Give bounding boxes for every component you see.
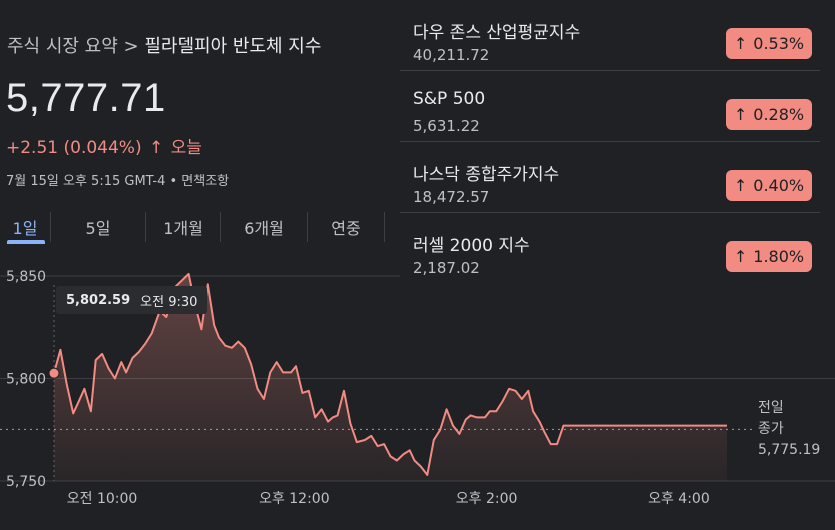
change-badge: ↑ 1.80% bbox=[726, 241, 812, 272]
change-percent: 0.28% bbox=[753, 105, 805, 124]
change-period: 오늘 bbox=[170, 138, 202, 158]
change-percent: 0.53% bbox=[753, 34, 805, 53]
x-tick-label: 오전 10:00 bbox=[67, 491, 138, 507]
index-name: S&P 500 bbox=[413, 89, 486, 109]
x-tick-label: 오후 4:00 bbox=[648, 491, 710, 507]
tab-1d[interactable]: 1일 bbox=[0, 212, 51, 242]
breadcrumb-parent-link[interactable]: 주식 시장 요약 bbox=[7, 36, 118, 57]
index-row-nasdaq[interactable]: 나스닥 종합주가지수 18,472.57 ↑ 0.40% bbox=[400, 142, 820, 213]
tab-ytd[interactable]: 연중 bbox=[308, 212, 385, 242]
arrow-up-icon: ↑ bbox=[733, 176, 748, 195]
active-tab-indicator bbox=[7, 240, 45, 244]
price-change: +2.51 (0.044%) ↑ 오늘 bbox=[6, 133, 202, 158]
tooltip-time: 오전 9:30 bbox=[140, 294, 198, 310]
quote-panel: 주식 시장 요약 > 필라델피아 반도체 지수 5,777.71 +2.51 (… bbox=[0, 0, 400, 530]
index-row-dow[interactable]: 다우 존스 산업평균지수 40,211.72 ↑ 0.53% bbox=[400, 0, 820, 71]
index-name: 다우 존스 산업평균지수 bbox=[413, 23, 581, 43]
change-percent: 1.80% bbox=[753, 247, 805, 266]
index-value: 5,631.22 bbox=[413, 117, 480, 135]
index-row-sp500[interactable]: S&P 500 5,631.22 ↑ 0.28% bbox=[400, 71, 820, 142]
index-name: 나스닥 종합주가지수 bbox=[413, 165, 560, 185]
y-tick-label: 5,850 bbox=[6, 269, 46, 285]
y-tick-label: 5,750 bbox=[6, 474, 46, 490]
timestamp-disclaimer: 7월 15일 오후 5:15 GMT-4 • 면책조항 bbox=[6, 174, 230, 189]
tab-5d[interactable]: 5일 bbox=[51, 212, 146, 242]
arrow-up-icon: ↑ bbox=[733, 247, 748, 266]
hover-point bbox=[48, 367, 60, 379]
previous-close-line2: 종가 bbox=[758, 421, 784, 437]
previous-close-value: 5,775.19 bbox=[758, 442, 821, 458]
index-value: 18,472.57 bbox=[413, 188, 490, 206]
change-percent: 0.40% bbox=[753, 176, 805, 195]
arrow-up-icon: ↑ bbox=[149, 138, 164, 158]
breadcrumb-separator: > bbox=[123, 36, 139, 57]
x-tick-label: 오후 12:00 bbox=[259, 491, 330, 507]
change-badge: ↑ 0.53% bbox=[726, 28, 812, 59]
breadcrumb-current: 필라델피아 반도체 지수 bbox=[144, 36, 322, 57]
series-area bbox=[54, 273, 727, 481]
x-tick-label: 오후 2:00 bbox=[456, 491, 518, 507]
y-tick-label: 5,800 bbox=[6, 372, 46, 388]
index-row-russell2000[interactable]: 러셀 2000 지수 2,187.02 ↑ 1.80% bbox=[400, 213, 820, 283]
current-price: 5,777.71 bbox=[6, 76, 166, 120]
arrow-up-icon: ↑ bbox=[733, 105, 748, 124]
breadcrumb: 주식 시장 요약 > 필라델피아 반도체 지수 bbox=[7, 32, 321, 58]
index-value: 40,211.72 bbox=[413, 46, 490, 64]
change-value: +2.51 (0.044%) bbox=[6, 138, 142, 158]
tab-6m[interactable]: 6개월 bbox=[221, 212, 308, 242]
market-indices-panel: 다우 존스 산업평균지수 40,211.72 ↑ 0.53% S&P 500 5… bbox=[400, 0, 835, 286]
tab-1m[interactable]: 1개월 bbox=[146, 212, 221, 242]
index-name: 러셀 2000 지수 bbox=[413, 236, 530, 256]
previous-close-label: 전일 종가 5,775.19 bbox=[758, 398, 820, 461]
change-badge: ↑ 0.40% bbox=[726, 170, 812, 201]
chart-tooltip: 5,802.59 오전 9:30 bbox=[56, 286, 208, 314]
previous-close-line1: 전일 bbox=[758, 400, 784, 416]
range-tabs: 1일 5일 1개월 6개월 연중 bbox=[0, 212, 385, 244]
arrow-up-icon: ↑ bbox=[733, 34, 748, 53]
series-line bbox=[53, 272, 727, 476]
index-value: 2,187.02 bbox=[413, 259, 480, 277]
change-badge: ↑ 0.28% bbox=[726, 99, 812, 130]
tooltip-value: 5,802.59 bbox=[66, 292, 131, 308]
